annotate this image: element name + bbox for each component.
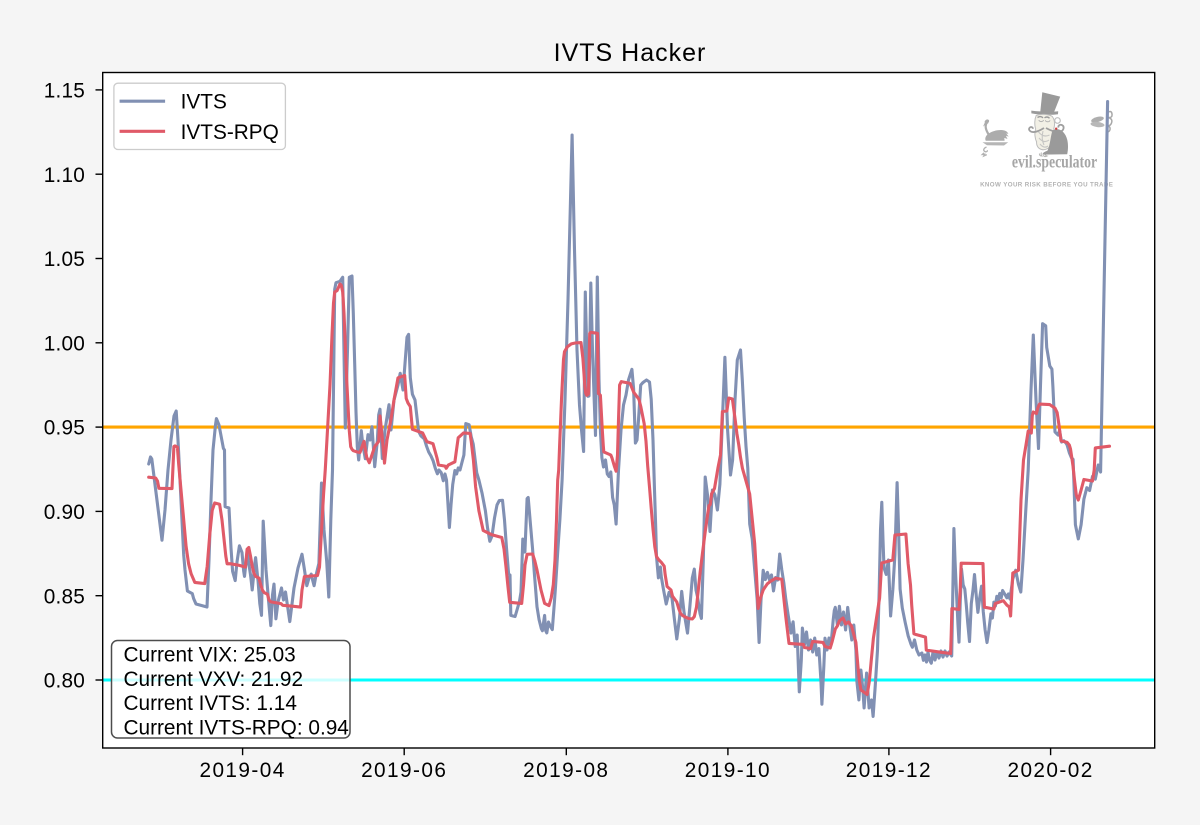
svg-text:IVTS: IVTS — [181, 91, 227, 114]
svg-text:2019-08: 2019-08 — [523, 759, 609, 782]
svg-text:KNOW YOUR RISK BEFORE YOU TRAD: KNOW YOUR RISK BEFORE YOU TRADE — [980, 182, 1113, 189]
svg-text:1.15: 1.15 — [44, 80, 85, 103]
svg-text:Current VXV: 21.92: Current VXV: 21.92 — [124, 668, 304, 691]
svg-text:1.10: 1.10 — [44, 164, 85, 187]
svg-text:2020-02: 2020-02 — [1007, 759, 1093, 782]
svg-text:2019-10: 2019-10 — [685, 759, 771, 782]
svg-text:IVTS-RPQ: IVTS-RPQ — [181, 121, 279, 144]
svg-text:1.00: 1.00 — [44, 332, 85, 355]
svg-text:1.05: 1.05 — [44, 248, 85, 271]
svg-text:0.85: 0.85 — [44, 585, 85, 608]
svg-text:Current IVTS: 1.14: Current IVTS: 1.14 — [124, 692, 297, 715]
svg-text:evil.speculator: evil.speculator — [1012, 153, 1097, 172]
svg-text:Current IVTS-RPQ: 0.94: Current IVTS-RPQ: 0.94 — [124, 716, 349, 739]
svg-text:2019-04: 2019-04 — [199, 759, 285, 782]
svg-text:2019-12: 2019-12 — [846, 759, 932, 782]
svg-text:0.80: 0.80 — [44, 670, 85, 693]
svg-text:IVTS Hacker: IVTS Hacker — [554, 39, 707, 67]
svg-text:2019-06: 2019-06 — [361, 759, 447, 782]
svg-text:Current VIX: 25.03: Current VIX: 25.03 — [124, 644, 296, 667]
svg-text:0.90: 0.90 — [44, 501, 85, 524]
svg-text:0.95: 0.95 — [44, 417, 85, 440]
